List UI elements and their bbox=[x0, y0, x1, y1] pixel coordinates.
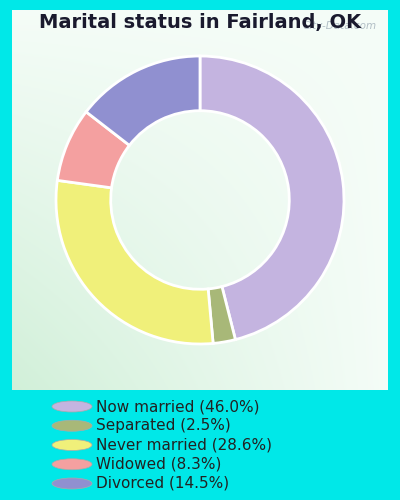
Text: Marital status in Fairland, OK: Marital status in Fairland, OK bbox=[39, 13, 361, 32]
Text: Now married (46.0%): Now married (46.0%) bbox=[96, 399, 260, 414]
Text: Widowed (8.3%): Widowed (8.3%) bbox=[96, 457, 221, 472]
Text: Separated (2.5%): Separated (2.5%) bbox=[96, 418, 231, 433]
Circle shape bbox=[52, 440, 92, 450]
Wedge shape bbox=[86, 56, 200, 146]
Circle shape bbox=[52, 401, 92, 412]
Text: Divorced (14.5%): Divorced (14.5%) bbox=[96, 476, 229, 491]
Wedge shape bbox=[208, 286, 236, 344]
Wedge shape bbox=[57, 112, 130, 188]
Text: Never married (28.6%): Never married (28.6%) bbox=[96, 438, 272, 452]
Circle shape bbox=[52, 420, 92, 431]
Text: City-Data.com: City-Data.com bbox=[302, 22, 377, 32]
Circle shape bbox=[52, 478, 92, 489]
Circle shape bbox=[52, 459, 92, 470]
Wedge shape bbox=[56, 180, 213, 344]
Wedge shape bbox=[200, 56, 344, 340]
